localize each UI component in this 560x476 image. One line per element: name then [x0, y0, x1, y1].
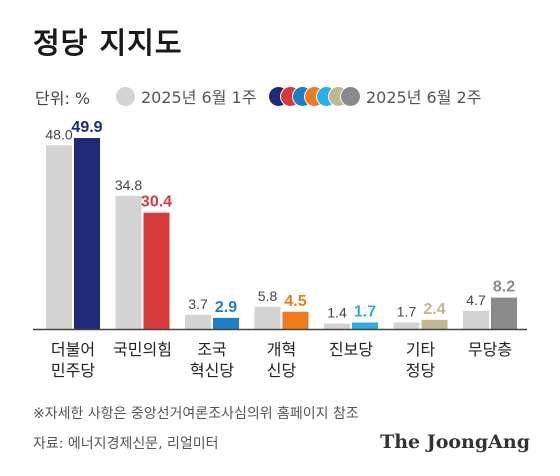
bar-curr	[282, 311, 309, 329]
value-label-curr: 8.2	[493, 279, 515, 296]
legend-curr: 2025년 6월 2주	[269, 84, 481, 108]
legend-curr-swatch	[341, 86, 360, 106]
legend-prev-swatch	[116, 86, 135, 106]
value-label-curr: 1.7	[354, 303, 376, 320]
legend-prev-label: 2025년 6월 1주	[141, 88, 257, 107]
bar-prev	[254, 306, 281, 329]
joongang-logo: The JoongAng	[380, 431, 530, 453]
legend-prev: 2025년 6월 1주	[116, 84, 256, 108]
chart-title: 정당 지지도	[33, 26, 183, 60]
bar-prev	[115, 195, 142, 329]
category-label: 신당	[267, 361, 297, 380]
value-label-curr: 2.4	[423, 301, 445, 318]
value-label-curr: 4.5	[284, 293, 306, 310]
value-label-prev: 3.7	[188, 296, 208, 312]
bar-curr	[74, 138, 100, 329]
bar-curr	[421, 319, 448, 329]
category-label: 조국	[197, 340, 226, 359]
category-label: 민주당	[51, 361, 95, 380]
value-label-prev: 34.8	[115, 177, 142, 193]
bar-prev	[463, 311, 489, 329]
value-label-curr: 2.9	[215, 299, 237, 316]
value-label-prev: 48.0	[45, 126, 72, 142]
value-label-curr: 49.9	[71, 119, 102, 136]
value-label-prev: 5.8	[258, 288, 278, 304]
bar-prev	[46, 145, 72, 329]
category-label: 무당층	[468, 340, 512, 359]
category-label: 정당	[406, 361, 436, 380]
bar-prev	[393, 322, 420, 329]
bar-curr	[352, 322, 378, 329]
value-label-curr: 30.4	[141, 194, 172, 211]
legend-curr-swatches	[269, 86, 360, 106]
category-label: 개혁	[267, 340, 296, 359]
value-label-prev: 1.7	[397, 303, 417, 319]
value-label-prev: 1.4	[327, 305, 347, 321]
legend-curr-label: 2025년 6월 2주	[366, 88, 482, 107]
source-text: 자료: 에너지경제신문, 리얼미터	[33, 436, 219, 452]
value-label-prev: 4.7	[466, 292, 486, 308]
footnote: ※자세한 사항은 중앙선거여론조사심의위 홈페이지 참조	[33, 406, 359, 422]
category-label: 더불어	[51, 340, 95, 359]
bar-curr	[143, 212, 170, 329]
bar-prev	[324, 323, 350, 329]
category-label: 혁신당	[190, 361, 234, 380]
bar-curr	[213, 317, 239, 329]
bar-prev	[185, 314, 211, 329]
bar-curr	[491, 297, 517, 329]
category-label: 기타	[406, 340, 436, 359]
category-label: 진보당	[329, 340, 373, 359]
unit-label: 단위: %	[35, 89, 91, 108]
category-label: 국민의힘	[113, 340, 172, 359]
